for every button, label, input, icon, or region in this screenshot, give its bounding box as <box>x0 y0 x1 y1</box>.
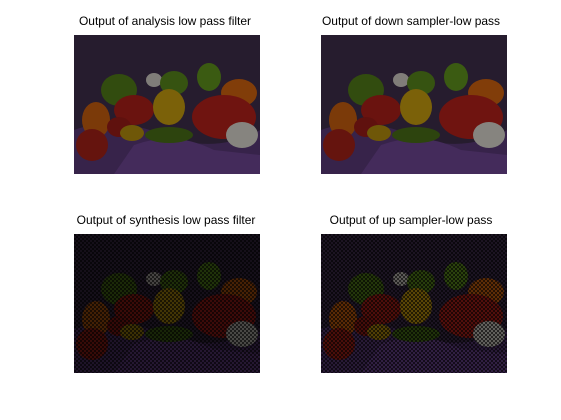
panel-title-upsampler: Output of up sampler-low pass <box>329 213 493 227</box>
panel-title-downsampler: Output of down sampler-low pass <box>321 14 501 28</box>
yellow-pepper-small <box>120 125 144 141</box>
peppers-image <box>74 35 260 174</box>
green-pepper <box>407 71 435 95</box>
yellow-pepper <box>400 89 432 125</box>
upsample-grid <box>321 234 507 373</box>
peppers-image <box>321 234 507 373</box>
garlic-small <box>146 73 162 87</box>
green-pepper <box>160 71 188 95</box>
panel-image-upsampler <box>321 234 507 373</box>
garlic <box>473 122 505 148</box>
yellow-pepper-small <box>367 125 391 141</box>
garlic-small <box>393 73 409 87</box>
peppers-image <box>74 234 260 373</box>
tomato <box>76 129 108 161</box>
panel-title-synthesis: Output of synthesis low pass filter <box>76 213 256 227</box>
panel-image-downsampler <box>321 35 507 174</box>
orange-pepper <box>329 102 357 138</box>
green-chili <box>145 127 193 143</box>
cloth-fold <box>361 138 507 174</box>
green-pepper <box>444 63 468 91</box>
red-pepper <box>114 95 154 125</box>
orange-pepper <box>82 102 110 138</box>
panel-image-synthesis <box>74 234 260 373</box>
cloth-fold <box>114 138 260 174</box>
yellow-pepper <box>153 89 185 125</box>
green-chili <box>392 127 440 143</box>
garlic <box>226 122 258 148</box>
red-pepper <box>361 95 401 125</box>
upsample-grid <box>74 234 260 373</box>
panel-title-analysis: Output of analysis low pass filter <box>78 14 252 28</box>
peppers-image <box>321 35 507 174</box>
panel-image-analysis <box>74 35 260 174</box>
green-pepper <box>197 63 221 91</box>
tomato <box>323 129 355 161</box>
